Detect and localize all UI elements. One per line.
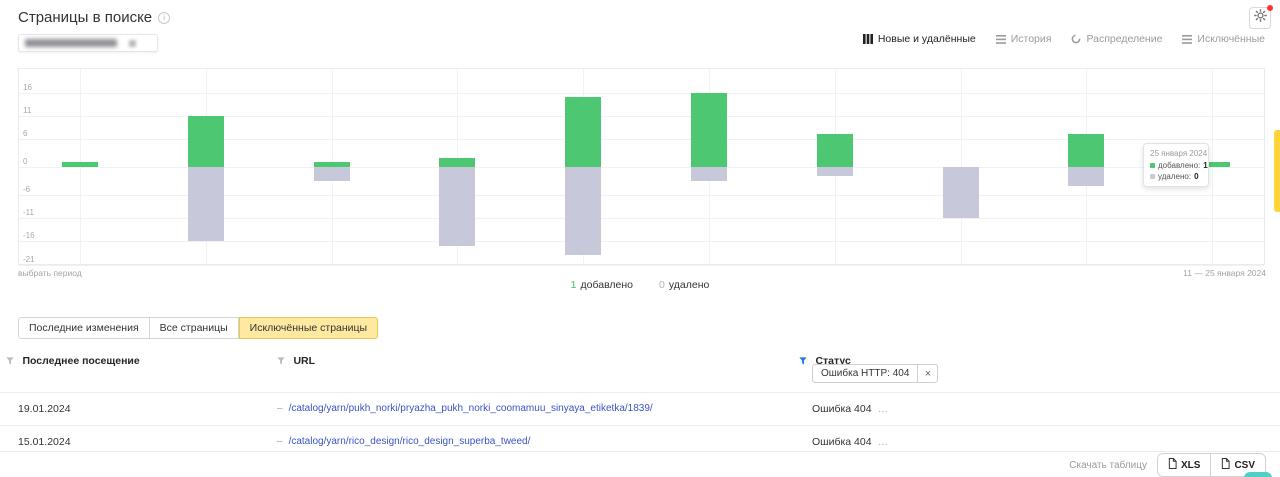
notification-dot xyxy=(1267,5,1273,11)
added-bar[interactable] xyxy=(62,162,98,167)
added-bar[interactable] xyxy=(187,115,224,167)
status-more-button[interactable]: … xyxy=(877,436,890,448)
y-axis-tick-label: 0 xyxy=(23,157,28,166)
legend-added: 1 добавлено xyxy=(570,279,634,291)
file-icon xyxy=(1221,458,1231,472)
divider xyxy=(0,425,1280,426)
download-bar: Скачать таблицу XLS CSV xyxy=(1069,453,1266,477)
last-visit-cell: 15.01.2024 xyxy=(18,436,71,448)
removed-bar[interactable] xyxy=(565,167,602,256)
funnel-icon-active[interactable] xyxy=(799,352,811,369)
columns-grid-icon xyxy=(862,34,873,44)
tab-excluded-pages[interactable]: Исключённые страницы xyxy=(238,317,379,339)
gridline xyxy=(19,167,1264,168)
y-axis-tick-label: -6 xyxy=(23,184,31,194)
removed-bar[interactable] xyxy=(313,167,350,181)
added-bar[interactable] xyxy=(565,97,602,167)
gridline xyxy=(19,139,1264,141)
gridline xyxy=(19,218,1264,220)
legend-removed: 0 удалено xyxy=(659,279,710,291)
divider xyxy=(0,451,1280,452)
status-more-button[interactable]: … xyxy=(877,403,890,415)
removed-bar[interactable] xyxy=(439,167,476,247)
removed-bullet-icon xyxy=(1150,174,1155,179)
removed-bar[interactable] xyxy=(1068,167,1105,186)
y-axis-tick-label: 16 xyxy=(23,82,32,92)
view-tab-history[interactable]: История xyxy=(995,33,1051,45)
info-icon[interactable]: i xyxy=(158,12,171,24)
url-cell: –/catalog/yarn/rico_design/rico_design_s… xyxy=(277,436,531,447)
funnel-icon[interactable] xyxy=(277,352,289,369)
added-bar[interactable] xyxy=(816,134,853,167)
download-label: Скачать таблицу xyxy=(1069,459,1147,471)
y-axis-tick-label: 11 xyxy=(23,105,32,115)
blurred-chip-control xyxy=(129,39,136,47)
view-tab-excluded[interactable]: Исключённые xyxy=(1182,33,1265,45)
chat-widget-button[interactable] xyxy=(1244,472,1272,477)
added-bullet-icon xyxy=(1150,163,1155,168)
tab-last-changes[interactable]: Последние изменения xyxy=(18,317,150,339)
chart-legend: 1 добавлено 0 удалено xyxy=(0,279,1280,291)
view-tab-new-and-removed[interactable]: Новые и удалённые xyxy=(862,33,976,45)
status-cell: Ошибка 404… xyxy=(812,436,890,448)
tooltip-added-row: добавлено: 1 xyxy=(1150,161,1208,170)
tooltip-removed-row: удалено: 0 xyxy=(1150,172,1202,181)
chart-plot[interactable]: 25 января 2024 добавлено: 1 удалено: 0 1… xyxy=(18,68,1265,266)
chart-tooltip: 25 января 2024 добавлено: 1 удалено: 0 xyxy=(1143,143,1209,187)
side-panel-handle[interactable] xyxy=(1274,130,1280,212)
view-tab-distribution[interactable]: Распределение xyxy=(1071,33,1162,45)
tab-all-pages[interactable]: Все страницы xyxy=(149,317,239,339)
close-icon: × xyxy=(924,367,932,380)
added-bar[interactable] xyxy=(1068,134,1105,167)
download-buttons: XLS CSV xyxy=(1156,453,1266,477)
gridline xyxy=(19,92,1264,94)
tooltip-date: 25 января 2024 xyxy=(1150,149,1208,158)
added-bar[interactable] xyxy=(313,162,350,167)
select-period-link[interactable]: выбрать период xyxy=(18,268,82,278)
gridline xyxy=(960,69,962,264)
gridline xyxy=(19,115,1264,117)
removed-bar[interactable] xyxy=(691,167,727,181)
remove-filter-button[interactable]: × xyxy=(917,365,937,382)
gridline xyxy=(19,241,1264,243)
added-bar[interactable] xyxy=(691,92,727,167)
distribution-circle-icon xyxy=(1071,34,1081,44)
table-filter-tabs: Последние изменения Все страницы Исключё… xyxy=(18,317,379,339)
removed-bar[interactable] xyxy=(187,167,224,242)
page-title: Страницы в поиске i xyxy=(18,9,171,26)
y-axis-tick-label: 6 xyxy=(23,129,28,139)
gridline xyxy=(19,194,1264,196)
last-visit-cell: 19.01.2024 xyxy=(18,403,71,415)
divider xyxy=(0,392,1280,393)
view-switcher: Новые и удалённые История Распределение xyxy=(862,33,1265,45)
url-cell: –/catalog/yarn/pukh_norki/pryazha_pukh_n… xyxy=(277,403,653,414)
lines-icon xyxy=(1182,34,1193,44)
status-filter-chip: Ошибка HTTP: 404 × xyxy=(812,364,939,383)
added-bar[interactable] xyxy=(1194,162,1231,167)
download-csv-button[interactable]: CSV xyxy=(1210,454,1265,476)
y-axis-tick-label: -21 xyxy=(23,254,35,264)
y-axis-tick-label: -11 xyxy=(23,208,34,218)
settings-button[interactable] xyxy=(1249,5,1273,29)
blurred-host-name xyxy=(25,39,117,47)
host-filter-chip[interactable] xyxy=(18,34,158,52)
y-axis-tick-label: -16 xyxy=(23,231,35,241)
lines-icon xyxy=(995,34,1006,44)
page-url-link[interactable]: /catalog/yarn/rico_design/rico_design_su… xyxy=(288,436,531,447)
page-url-link[interactable]: /catalog/yarn/pukh_norki/pryazha_pukh_no… xyxy=(288,403,653,414)
column-header-last-visit[interactable]: Последнее посещение xyxy=(6,351,140,370)
file-icon xyxy=(1168,458,1177,472)
status-cell: Ошибка 404… xyxy=(812,403,890,415)
download-xls-button[interactable]: XLS xyxy=(1157,454,1211,476)
added-bar[interactable] xyxy=(439,157,476,167)
removed-bar[interactable] xyxy=(942,167,979,219)
removed-bar[interactable] xyxy=(816,167,853,177)
column-header-url[interactable]: URL xyxy=(277,351,315,370)
funnel-icon[interactable] xyxy=(6,352,18,369)
date-range-label: 11 — 25 января 2024 xyxy=(1183,268,1266,278)
gridline xyxy=(19,264,1264,266)
gear-icon xyxy=(1253,9,1267,27)
